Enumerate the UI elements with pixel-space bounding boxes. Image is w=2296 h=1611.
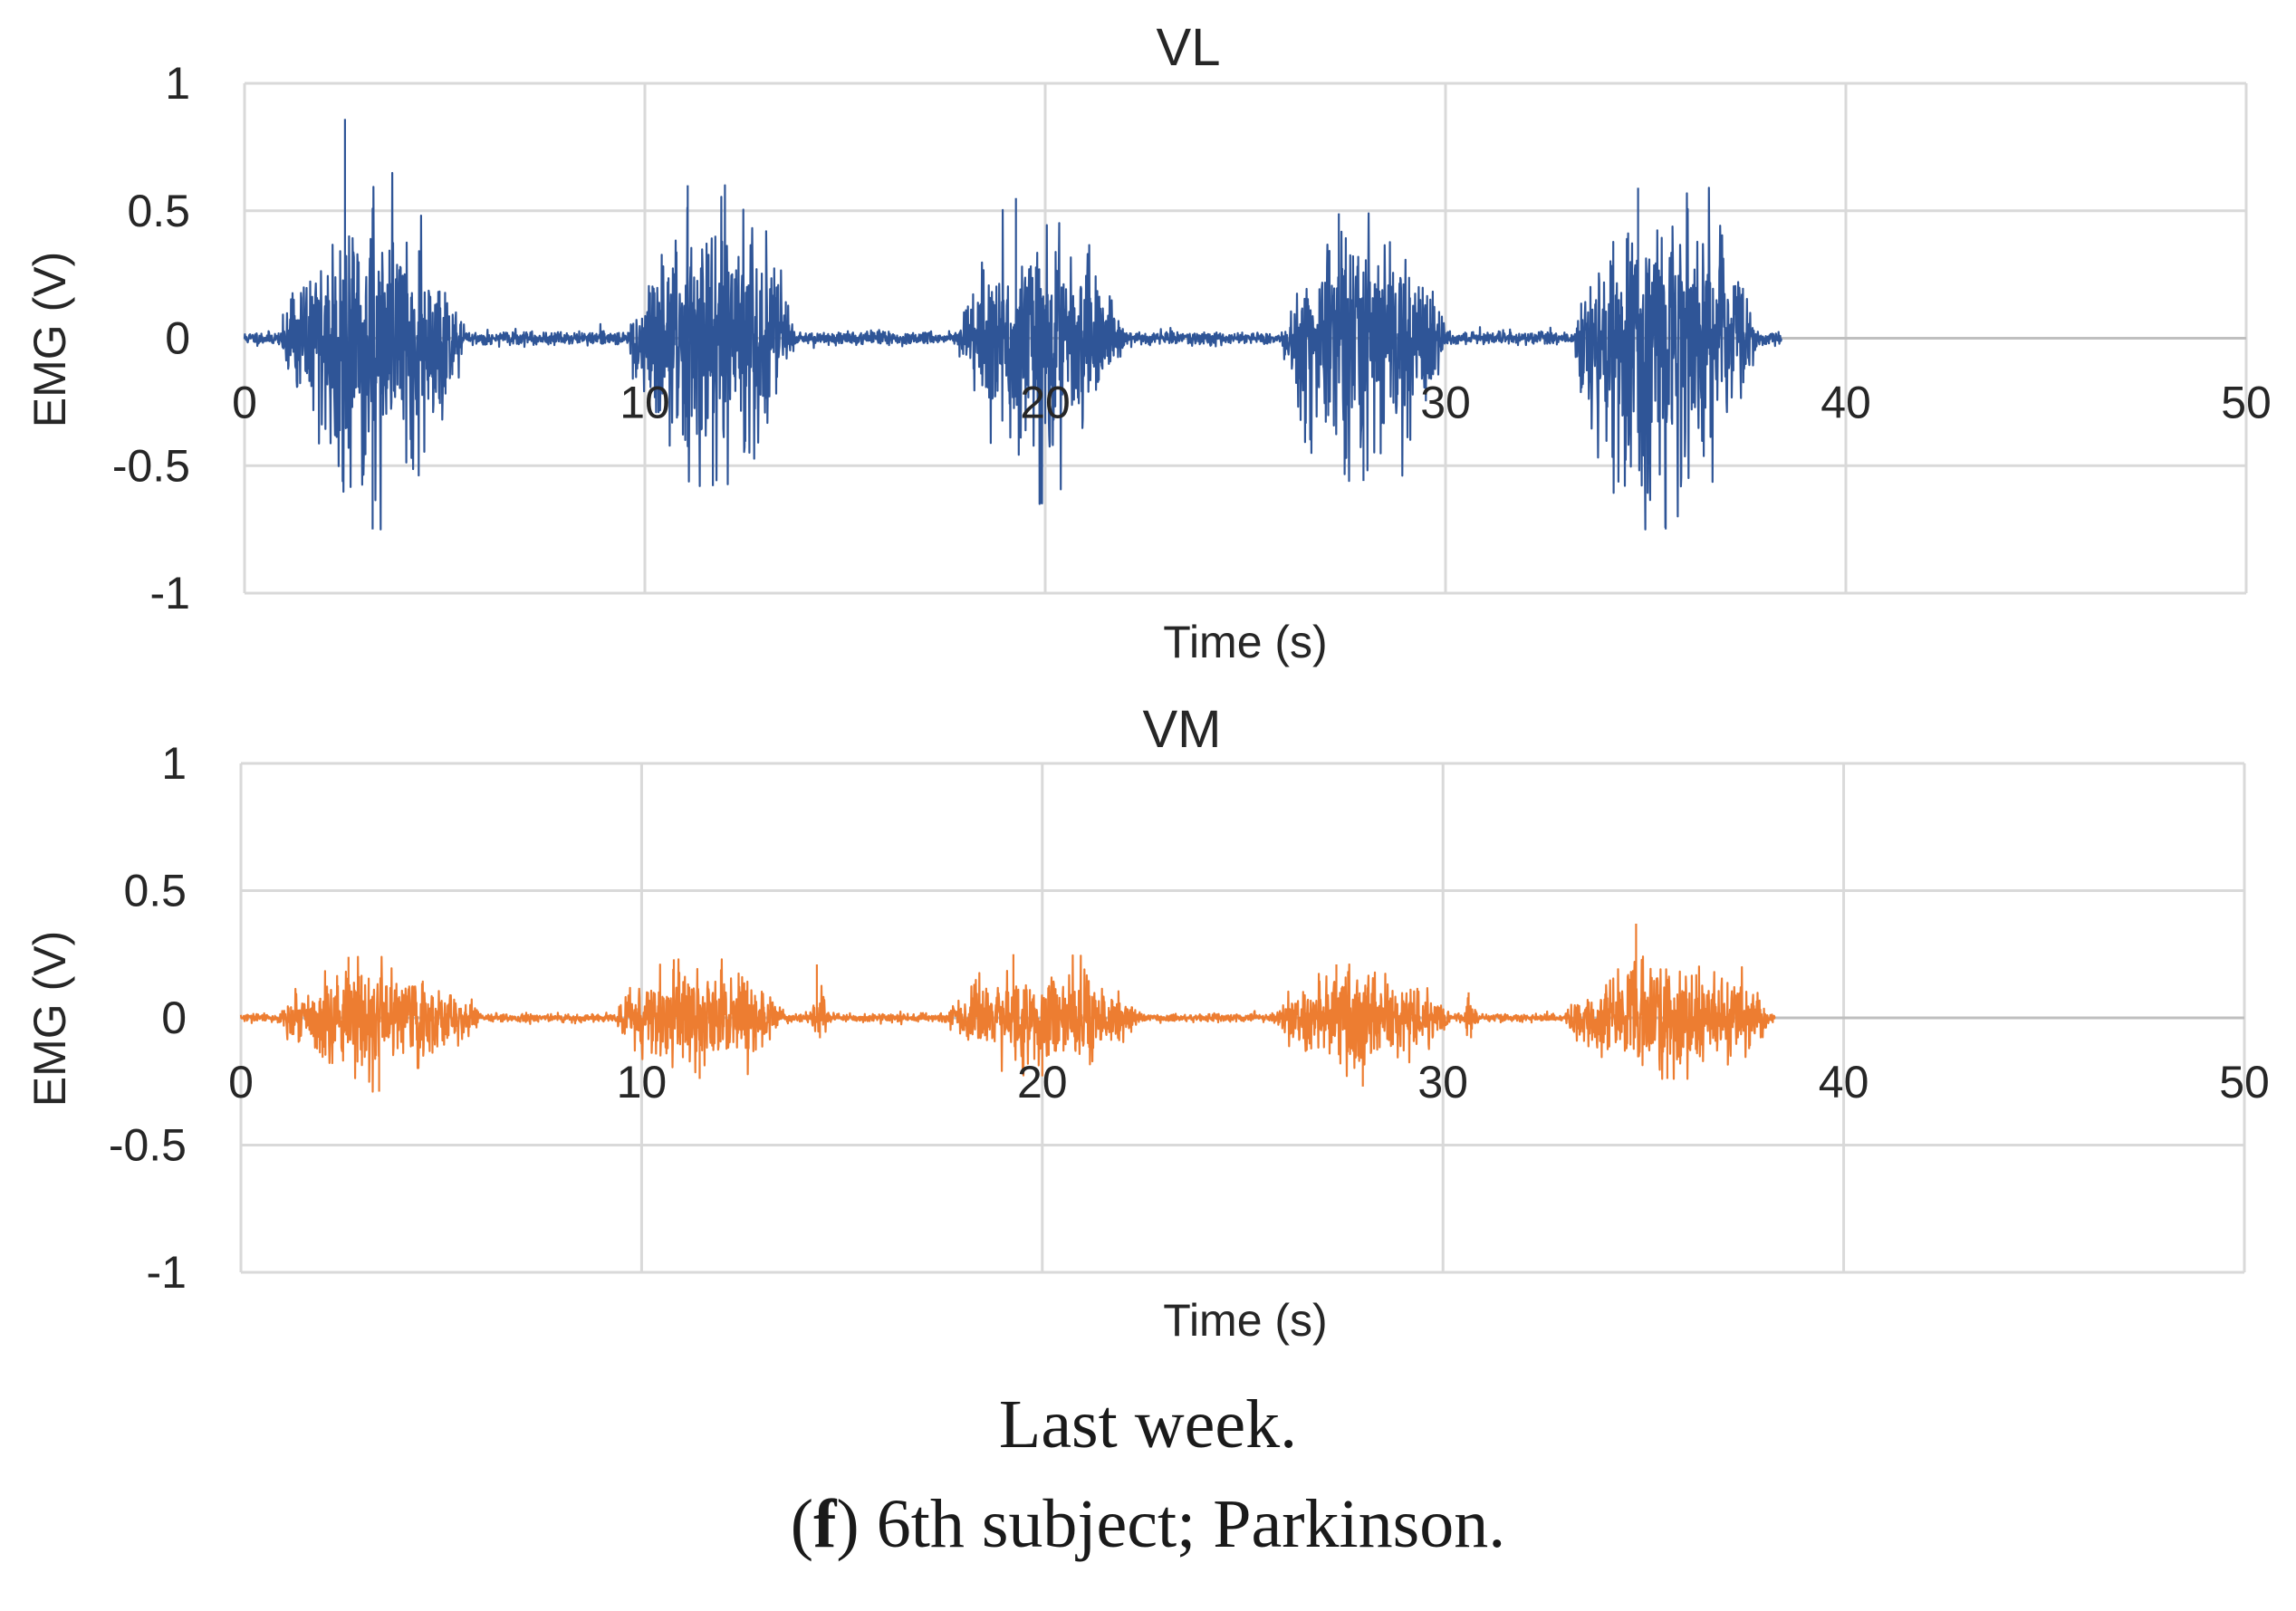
chart-vm-xtick-label: 0 xyxy=(228,1057,254,1108)
chart-vl-signal xyxy=(243,119,1782,531)
caption-label-text: 6th subject; Parkinson. xyxy=(859,1486,1506,1562)
chart-vm-ylabel: EMG (V) xyxy=(24,931,75,1107)
chart-vm: VM Time (s) EMG (V) 1 0.5 0 -0.5 -1 0 10 20 30 4… xyxy=(24,700,2270,1346)
chart-vm-xtick-label: 40 xyxy=(1819,1057,1869,1108)
chart-vl-xtick-label: 30 xyxy=(1420,378,1471,428)
chart-vl-xtick-label: 0 xyxy=(232,378,257,428)
chart-vm-signal xyxy=(239,924,1776,1093)
chart-vl-xtick-label: 20 xyxy=(1020,378,1071,428)
caption-letter: f xyxy=(813,1486,837,1562)
caption-label: (f) 6th subject; Parkinson. xyxy=(790,1486,1506,1562)
chart-vm-xtick-label: 10 xyxy=(617,1057,668,1108)
chart-vm-xlabel: Time (s) xyxy=(1163,1295,1327,1346)
chart-vm-ytick-label: 0 xyxy=(161,992,187,1043)
chart-vl-yticks: 1 0.5 0 -0.5 -1 xyxy=(112,58,190,619)
chart-vm-ytick-label: 1 xyxy=(161,738,187,789)
caption-subtitle: Last week. xyxy=(0,1386,2296,1464)
chart-vm-emg-trace xyxy=(239,924,1776,1093)
chart-vm-ytick-label: -0.5 xyxy=(109,1120,187,1171)
chart-vm-xtick-label: 20 xyxy=(1017,1057,1068,1108)
chart-vl-ytick-label: 0.5 xyxy=(127,186,190,236)
chart-vl-title: VL xyxy=(1157,18,1221,77)
chart-vm-xtick-label: 30 xyxy=(1417,1057,1468,1108)
chart-vl-xlabel: Time (s) xyxy=(1163,617,1327,667)
chart-vl-ytick-label: 0 xyxy=(165,313,190,364)
chart-vl-ytick-label: -1 xyxy=(150,568,190,619)
chart-vl-xtick-label: 50 xyxy=(2221,378,2272,428)
chart-vl-xtick-label: 40 xyxy=(1820,378,1871,428)
chart-vm-title: VM xyxy=(1143,700,1222,759)
chart-vl-ytick-label: 1 xyxy=(165,58,190,109)
chart-vm-xtick-label: 50 xyxy=(2219,1057,2270,1108)
chart-vl-xticks: 0 10 20 30 40 50 xyxy=(232,378,2272,428)
chart-vm-xticks: 0 10 20 30 40 50 xyxy=(228,1057,2270,1108)
chart-vl-ytick-label: -0.5 xyxy=(112,440,190,491)
chart-vl-emg-trace xyxy=(243,119,1782,531)
chart-vl: VL Time (s) EMG (V) 1 0.5 0 -0.5 -1 0 10 20 30 4… xyxy=(24,18,2272,667)
chart-vm-ytick-label: -1 xyxy=(147,1247,187,1298)
chart-vm-ytick-label: 0.5 xyxy=(123,866,187,916)
caption-subtitle-text: Last week. xyxy=(998,1386,1298,1462)
chart-vl-xtick-label: 10 xyxy=(620,378,670,428)
chart-vl-ylabel: EMG (V) xyxy=(24,252,75,427)
chart-vm-yticks: 1 0.5 0 -0.5 -1 xyxy=(109,738,187,1298)
